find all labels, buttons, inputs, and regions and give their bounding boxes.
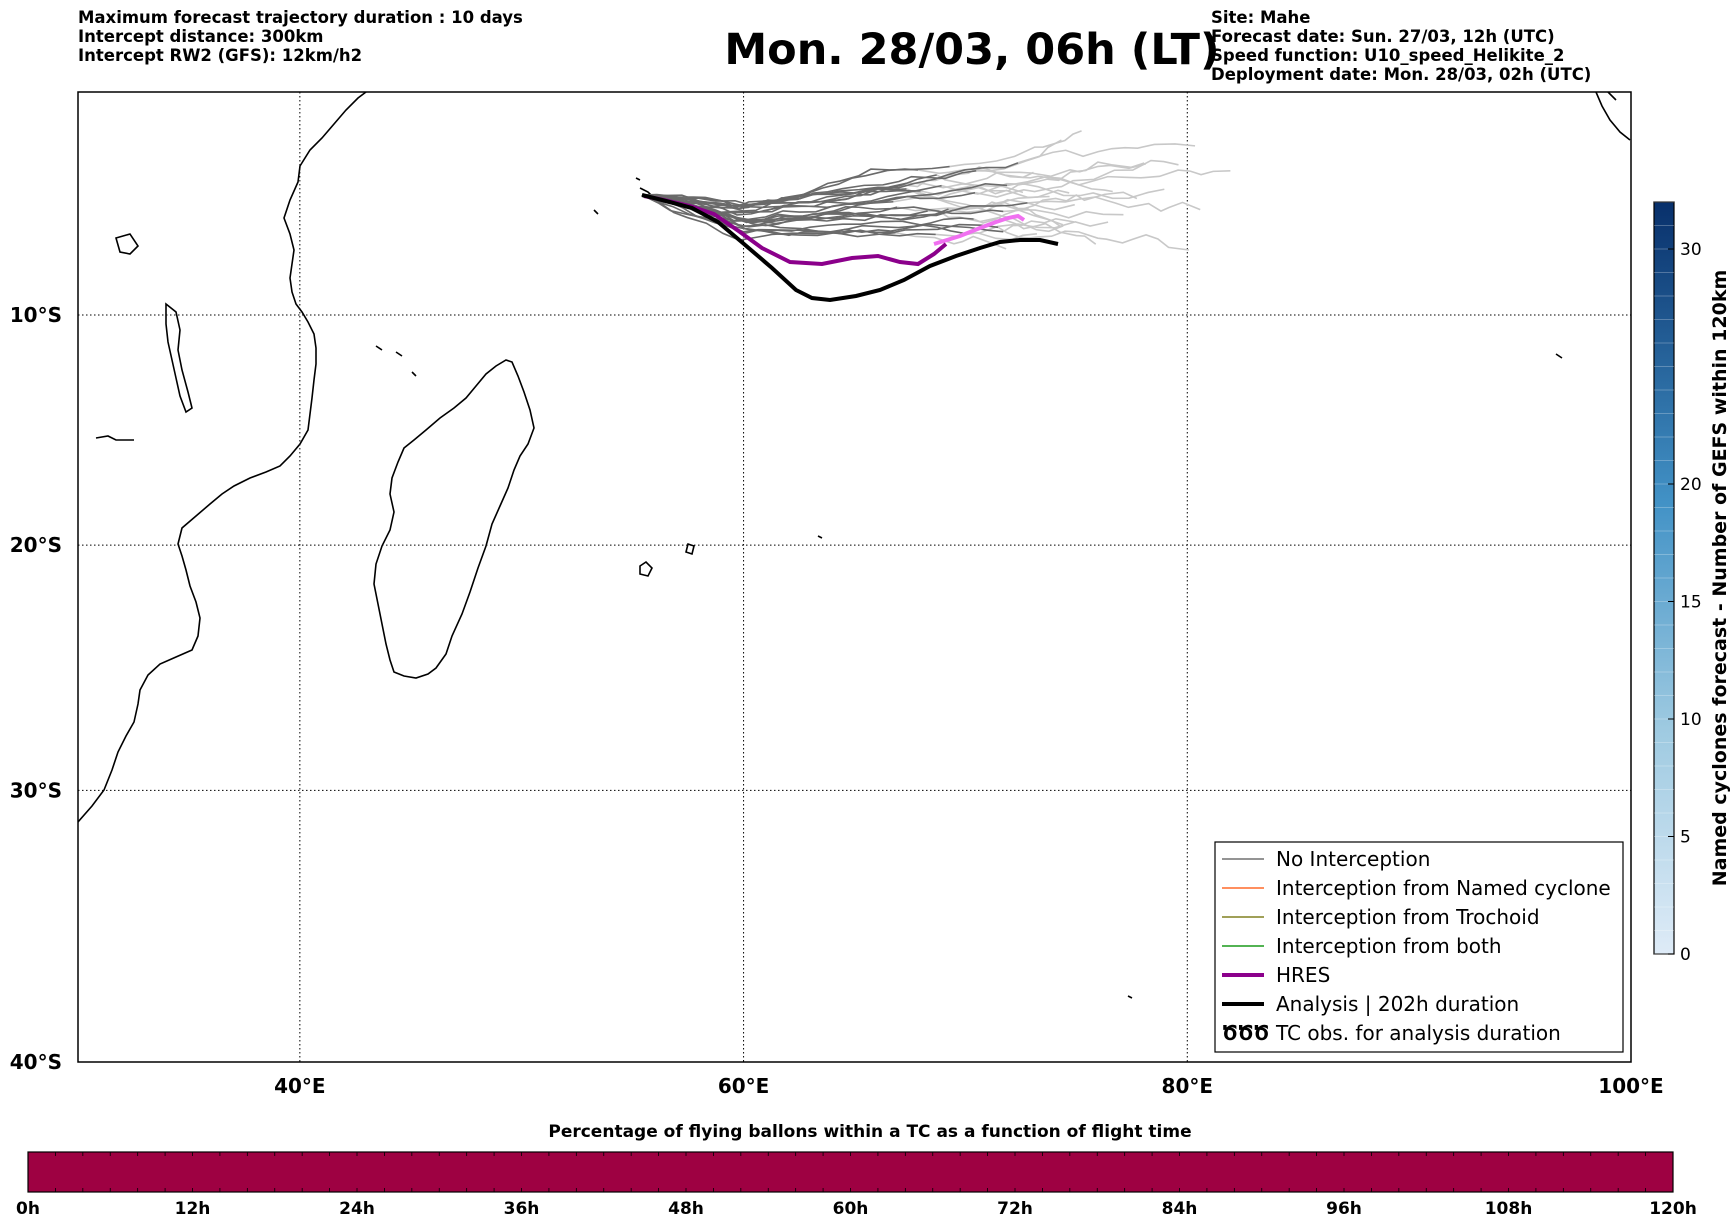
ensemble-track	[641, 194, 964, 235]
time-tick-label: 12h	[175, 1199, 211, 1219]
time-percentage-bar: Percentage of flying ballons within a TC…	[16, 1122, 1697, 1219]
header-info-right: Site: Mahe Forecast date: Sun. 27/03, 12…	[1211, 8, 1591, 84]
ensemble-track-tail	[973, 208, 1124, 224]
time-tick-label: 24h	[339, 1199, 375, 1219]
intercept-rw2-label: Intercept RW2 (GFS): 12km/h2	[78, 46, 363, 65]
max-duration-label: Maximum forecast trajectory duration : 1…	[78, 8, 523, 27]
time-tick-label: 108h	[1485, 1199, 1533, 1219]
colorbar-tick-label: 15	[1680, 593, 1702, 613]
colorbar-tick-label: 20	[1680, 475, 1702, 495]
lake-malawi	[165, 302, 193, 414]
lat-tick-label: 20°S	[10, 533, 62, 557]
ensemble-track	[641, 194, 954, 227]
ensemble-tracks-late	[876, 130, 1231, 251]
lon-tick-label: 80°E	[1162, 1074, 1214, 1098]
legend-item: Analysis | 202h duration	[1222, 992, 1519, 1016]
ensemble-track	[641, 189, 921, 210]
time-tick-label: 96h	[1326, 1199, 1362, 1219]
chagos	[1127, 353, 1563, 999]
colorbar-title: Named cyclones forecast - Number of GEFS…	[1709, 270, 1731, 887]
analysis-track	[641, 193, 1059, 303]
legend-item: Interception from Trochoid	[1222, 905, 1540, 929]
forecast-date-label: Forecast date: Sun. 27/03, 12h (UTC)	[1211, 27, 1555, 46]
time-bar-title: Percentage of flying ballons within a TC…	[548, 1122, 1191, 1142]
legend-label: Analysis | 202h duration	[1276, 992, 1519, 1016]
legend-label: Interception from Named cyclone	[1276, 876, 1611, 900]
legend-item: HRES	[1222, 963, 1330, 987]
graticule	[78, 92, 1631, 1062]
legend-label: Interception from Trochoid	[1276, 905, 1540, 929]
longitude-labels: 40°E 60°E 80°E 100°E	[274, 1074, 1664, 1098]
legend-item: Interception from both	[1222, 934, 1502, 958]
madagascar-coastline	[373, 359, 535, 679]
site-label: Site: Mahe	[1211, 8, 1311, 27]
comoros	[375, 345, 417, 377]
ensemble-track-tail	[974, 159, 1179, 198]
lat-tick-label: 10°S	[10, 303, 62, 327]
ensemble-track	[641, 191, 976, 224]
legend: No Interception Interception from Named c…	[1214, 841, 1624, 1053]
legend-label: Interception from both	[1276, 934, 1502, 958]
legend-item: Interception from Named cyclone	[1222, 876, 1611, 900]
ensemble-track	[641, 194, 1004, 241]
speed-function-label: Speed function: U10_speed_Helikite_2	[1211, 46, 1565, 65]
time-tick-label: 84h	[1162, 1199, 1198, 1219]
colorbar-tick-label: 30	[1680, 240, 1702, 260]
coastlines	[78, 92, 1631, 999]
deployment-date-label: Deployment date: Mon. 28/03, 02h (UTC)	[1211, 65, 1592, 84]
colorbar-tick-label: 10	[1680, 710, 1702, 730]
ensemble-track-tail	[949, 130, 1082, 168]
legend-item: ԾԾԾ TC obs. for analysis duration	[1222, 1021, 1561, 1045]
lon-tick-label: 60°E	[718, 1074, 770, 1098]
ensemble-track-tail	[953, 198, 1075, 213]
ensemble-track-tail	[899, 188, 1064, 233]
tc-obs-symbol: ԾԾԾ	[1222, 1021, 1269, 1045]
ne-island	[1595, 92, 1631, 141]
ensemble-track-tail	[1017, 143, 1196, 164]
map-title: Mon. 28/03, 06h (LT)	[724, 25, 1220, 75]
time-tick-label: 60h	[833, 1199, 869, 1219]
ensemble-track-tail	[936, 163, 1146, 185]
ensemble-track-tail	[1002, 217, 1075, 233]
ensemble-track-tail	[920, 161, 1145, 196]
lake-tanganyika	[95, 435, 134, 441]
ensemble-track-tail	[941, 182, 1165, 200]
legend-label: TC obs. for analysis duration	[1275, 1021, 1561, 1045]
legend-label: HRES	[1276, 963, 1330, 987]
ensemble-track	[641, 187, 877, 216]
legend-item: No Interception	[1222, 847, 1430, 871]
latitude-labels: 10°S 20°S 30°S 40°S	[10, 303, 62, 1074]
ensemble-track-tail	[1003, 191, 1138, 213]
time-tick-label: 72h	[997, 1199, 1033, 1219]
intercept-distance-label: Intercept distance: 300km	[78, 27, 324, 46]
hres-track-late	[933, 213, 1026, 246]
ensemble-track	[641, 184, 942, 222]
ensemble-track-tail	[895, 231, 1007, 250]
time-tick-label: 36h	[504, 1199, 540, 1219]
header-info-left: Maximum forecast trajectory duration : 1…	[78, 8, 523, 65]
ensemble-track-tail	[1027, 196, 1201, 212]
lon-tick-label: 40°E	[274, 1074, 326, 1098]
lat-tick-label: 30°S	[10, 778, 62, 802]
time-tick-label: 120h	[1649, 1199, 1697, 1219]
colorbar-tick-label: 0	[1680, 945, 1691, 965]
legend-label: No Interception	[1276, 847, 1430, 871]
colorbar: 0 5 10 15 20 30 Named cyclones forecast - Num…	[1653, 201, 1731, 965]
ensemble-track-tail	[893, 186, 1050, 203]
ensemble-track-tail	[927, 210, 1097, 245]
africa-coastline	[78, 92, 367, 823]
time-tick-label: 48h	[668, 1199, 704, 1219]
lon-tick-label: 100°E	[1598, 1074, 1663, 1098]
ensemble-track-tail	[997, 226, 1190, 251]
colorbar-tick-label: 5	[1680, 828, 1691, 848]
lat-tick-label: 40°S	[10, 1050, 62, 1074]
time-tick-label: 0h	[16, 1199, 40, 1219]
lake-victoria	[115, 233, 140, 255]
mascarene-islands	[639, 535, 823, 577]
ensemble-track-tail	[963, 221, 1109, 235]
